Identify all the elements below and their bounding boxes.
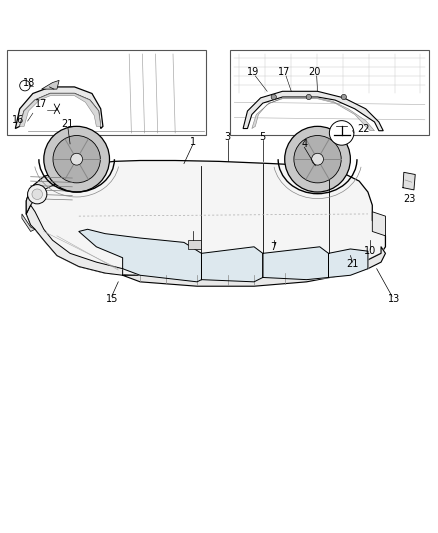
Polygon shape: [201, 247, 263, 282]
Circle shape: [311, 154, 323, 165]
Text: 10: 10: [364, 246, 376, 256]
Circle shape: [71, 154, 82, 165]
Text: 17: 17: [35, 100, 47, 109]
Text: 20: 20: [308, 67, 321, 77]
Polygon shape: [230, 50, 429, 135]
Circle shape: [271, 94, 276, 100]
Polygon shape: [26, 160, 385, 275]
Polygon shape: [7, 50, 206, 135]
Polygon shape: [79, 229, 201, 282]
Text: 13: 13: [388, 294, 400, 304]
Text: 3: 3: [225, 132, 231, 142]
Circle shape: [285, 126, 350, 192]
Circle shape: [294, 135, 341, 183]
Text: 7: 7: [271, 242, 277, 252]
Circle shape: [329, 120, 354, 145]
Text: 5: 5: [260, 132, 266, 142]
Polygon shape: [243, 91, 383, 131]
Text: 17: 17: [278, 67, 290, 77]
Polygon shape: [26, 166, 79, 214]
Text: 1: 1: [190, 136, 196, 147]
Circle shape: [28, 184, 47, 204]
Circle shape: [44, 126, 110, 192]
Text: 22: 22: [357, 124, 370, 134]
Circle shape: [306, 94, 311, 100]
Polygon shape: [123, 247, 385, 286]
Polygon shape: [26, 205, 123, 275]
Text: 15: 15: [106, 294, 118, 304]
Text: 18: 18: [23, 77, 35, 87]
Circle shape: [341, 94, 346, 100]
Text: 4: 4: [301, 139, 307, 149]
Polygon shape: [263, 247, 328, 280]
Polygon shape: [188, 240, 201, 249]
Polygon shape: [20, 93, 101, 126]
Polygon shape: [403, 172, 415, 190]
Text: 23: 23: [403, 193, 416, 204]
Polygon shape: [252, 98, 374, 131]
Polygon shape: [22, 214, 35, 231]
Polygon shape: [15, 87, 103, 128]
Polygon shape: [42, 80, 59, 89]
Text: 21: 21: [62, 119, 74, 129]
Polygon shape: [372, 212, 385, 236]
Text: 16: 16: [12, 115, 25, 125]
Text: 19: 19: [247, 67, 259, 77]
Circle shape: [20, 80, 30, 91]
Polygon shape: [328, 249, 368, 278]
Circle shape: [53, 135, 100, 183]
Text: 21: 21: [346, 260, 359, 269]
Circle shape: [32, 189, 42, 199]
